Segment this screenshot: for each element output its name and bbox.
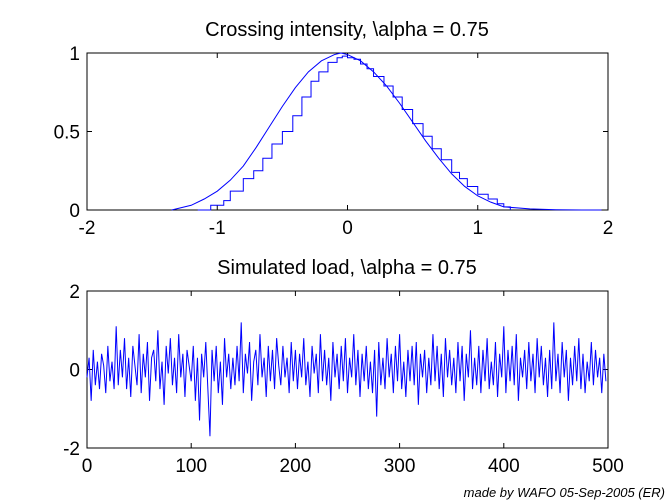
y-tick-label: 0 xyxy=(69,201,80,222)
x-tick-label: 0 xyxy=(342,218,353,239)
y-tick-label: -2 xyxy=(63,439,80,460)
y-tick-label: 0 xyxy=(69,361,80,382)
crossing-intensity-plot: Crossing intensity, \alpha = 0.75 -2 -1 0 1… xyxy=(54,19,614,239)
simulated-load-line xyxy=(86,322,607,437)
x-tick-label: 1 xyxy=(472,218,483,239)
x-tick-label: -1 xyxy=(209,218,226,239)
simulated-load-series xyxy=(86,322,607,437)
x-tick-label: 200 xyxy=(280,456,312,477)
simulated-load-title: Simulated load, \alpha = 0.75 xyxy=(217,257,477,279)
x-tick-label: 100 xyxy=(175,456,207,477)
x-tick-label: 500 xyxy=(592,456,624,477)
x-tick-label: 2 xyxy=(603,218,614,239)
crossing-intensity-series xyxy=(171,52,602,211)
crossing-intensity-axes xyxy=(86,52,609,211)
crossing-intensity-ticks: -2 -1 0 1 2 0 0.5 1 xyxy=(54,44,614,239)
empirical-intensity-line xyxy=(197,55,511,211)
crossing-intensity-title: Crossing intensity, \alpha = 0.75 xyxy=(205,19,489,41)
simulated-load-plot: Simulated load, \alpha = 0.75 0 100 200 300… xyxy=(63,257,624,477)
x-tick-label: -2 xyxy=(79,218,96,239)
y-tick-label: 0.5 xyxy=(54,123,80,144)
credit-text: made by WAFO 05-Sep-2005 (ER) xyxy=(464,485,665,500)
y-tick-label: 2 xyxy=(69,282,80,303)
x-tick-label: 300 xyxy=(384,456,416,477)
x-tick-label: 400 xyxy=(488,456,520,477)
y-tick-label: 1 xyxy=(69,44,80,65)
x-tick-label: 0 xyxy=(82,456,93,477)
simulated-load-ticks: 0 100 200 300 400 500-202 xyxy=(63,282,624,477)
